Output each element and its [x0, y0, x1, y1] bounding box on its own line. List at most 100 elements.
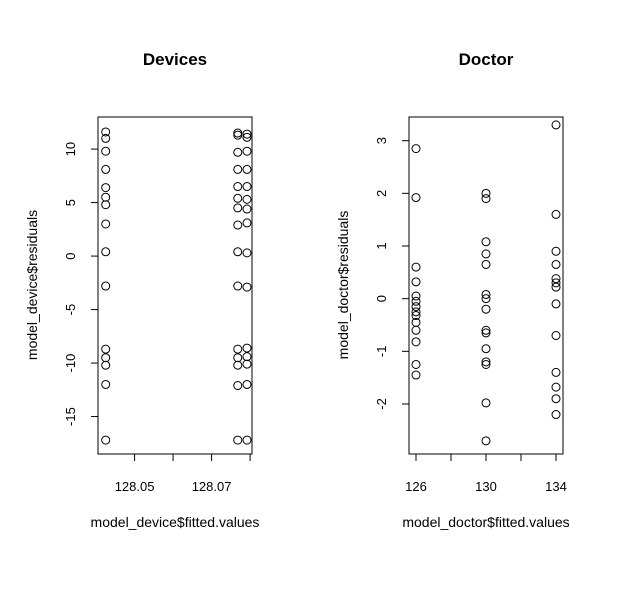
devices-data-point: [101, 164, 111, 174]
devices-data-point: [233, 164, 243, 174]
doctor-data-point: [411, 144, 421, 154]
doctor-panel: Doctor 126 130 134 -2 -1 0 1 2 3 model_doctor$fi…: [335, 50, 570, 530]
doctor-data-point: [411, 337, 421, 347]
devices-data-point: [101, 133, 111, 143]
devices-data-point: [233, 147, 243, 157]
doctor-data-point: [481, 398, 491, 408]
doctor-data-point: [551, 331, 561, 341]
devices-data-point: [101, 360, 111, 370]
devices-data-point: [101, 183, 111, 193]
doctor-y-tick-label: -2: [374, 398, 389, 410]
doctor-data-point: [481, 436, 491, 446]
devices-y-tick-label: -10: [63, 354, 78, 373]
devices-data-point: [101, 344, 111, 354]
doctor-data-point: [551, 120, 561, 130]
devices-data-point: [233, 344, 243, 354]
doctor-y-tick-label: 2: [374, 190, 389, 197]
devices-chart-title: Devices: [143, 50, 207, 69]
devices-data-point: [101, 127, 111, 137]
doctor-data-point: [481, 194, 491, 204]
doctor-data-point: [481, 249, 491, 259]
devices-data-point: [242, 218, 252, 228]
doctor-data-point: [551, 259, 561, 269]
devices-data-point: [233, 130, 243, 140]
devices-data-point: [101, 435, 111, 445]
doctor-x-axis-label: model_doctor$fitted.values: [402, 514, 569, 530]
doctor-data-point: [481, 328, 491, 338]
devices-y-tick-label: -15: [63, 407, 78, 426]
devices-data-point: [242, 343, 252, 353]
devices-data-point: [242, 379, 252, 389]
doctor-data-point: [411, 291, 421, 301]
devices-data-point: [233, 247, 243, 257]
doctor-data-point: [481, 289, 491, 299]
devices-data-point: [242, 129, 252, 139]
devices-data-point: [233, 381, 243, 391]
devices-data-point: [101, 146, 111, 156]
doctor-data-point: [411, 193, 421, 203]
doctor-x-tick-label: 134: [545, 479, 567, 494]
doctor-y-tick-label: 3: [374, 137, 389, 144]
doctor-data-point: [481, 357, 491, 367]
devices-data-point: [101, 219, 111, 229]
devices-data-point: [242, 132, 252, 142]
doctor-chart-title: Doctor: [459, 50, 514, 69]
doctor-data-points: [411, 120, 561, 446]
doctor-axis-ticks: 126 130 134 -2 -1 0 1 2 3: [374, 137, 567, 494]
devices-data-point: [242, 164, 252, 174]
devices-data-point: [233, 220, 243, 230]
devices-plot-frame: [97, 116, 253, 455]
doctor-data-point: [551, 209, 561, 219]
doctor-x-tick-label: 130: [475, 479, 497, 494]
devices-data-point: [242, 248, 252, 258]
doctor-data-point: [411, 359, 421, 369]
devices-data-point: [242, 435, 252, 445]
devices-x-tick-label: 128.05: [115, 479, 155, 494]
doctor-data-point: [481, 359, 491, 369]
devices-panel: Devices 128.05 128.07 -15 -10 -5 0 5 10 model_d…: [24, 50, 259, 530]
doctor-data-point: [411, 302, 421, 312]
doctor-data-point: [551, 278, 561, 288]
doctor-data-point: [411, 311, 421, 321]
doctor-data-point: [411, 370, 421, 380]
doctor-data-point: [411, 296, 421, 306]
doctor-data-point: [551, 367, 561, 377]
devices-data-point: [233, 353, 243, 363]
devices-data-point: [233, 203, 243, 213]
devices-data-point: [242, 194, 252, 204]
doctor-data-point: [551, 382, 561, 392]
devices-data-point: [242, 204, 252, 214]
devices-data-point: [233, 128, 243, 138]
doctor-data-point: [481, 237, 491, 247]
devices-data-point: [233, 281, 243, 291]
doctor-data-point: [481, 259, 491, 269]
devices-x-tick-label: 128.07: [192, 479, 232, 494]
devices-data-point: [101, 379, 111, 389]
doctor-data-point: [411, 262, 421, 272]
devices-data-point: [101, 192, 111, 202]
doctor-data-point: [481, 325, 491, 335]
devices-data-point: [101, 353, 111, 363]
doctor-data-point: [411, 277, 421, 287]
devices-data-point: [233, 435, 243, 445]
doctor-data-point: [411, 325, 421, 335]
doctor-plot-frame: [408, 116, 564, 455]
doctor-data-point: [551, 282, 561, 292]
devices-data-point: [233, 360, 243, 370]
doctor-data-point: [481, 344, 491, 354]
devices-y-axis-label: model_device$residuals: [24, 210, 40, 360]
doctor-data-point: [481, 304, 491, 314]
devices-data-point: [242, 359, 252, 369]
devices-y-tick-label: 5: [63, 199, 78, 206]
devices-axis-ticks: 128.05 128.07 -15 -10 -5 0 5 10: [63, 142, 251, 494]
doctor-y-tick-label: -1: [374, 346, 389, 358]
doctor-data-point: [551, 394, 561, 404]
doctor-data-point: [551, 410, 561, 420]
devices-data-point: [242, 182, 252, 192]
devices-data-point: [233, 182, 243, 192]
devices-y-tick-label: 0: [63, 252, 78, 259]
doctor-data-point: [411, 307, 421, 317]
devices-data-point: [233, 193, 243, 203]
doctor-y-tick-label: 1: [374, 242, 389, 249]
